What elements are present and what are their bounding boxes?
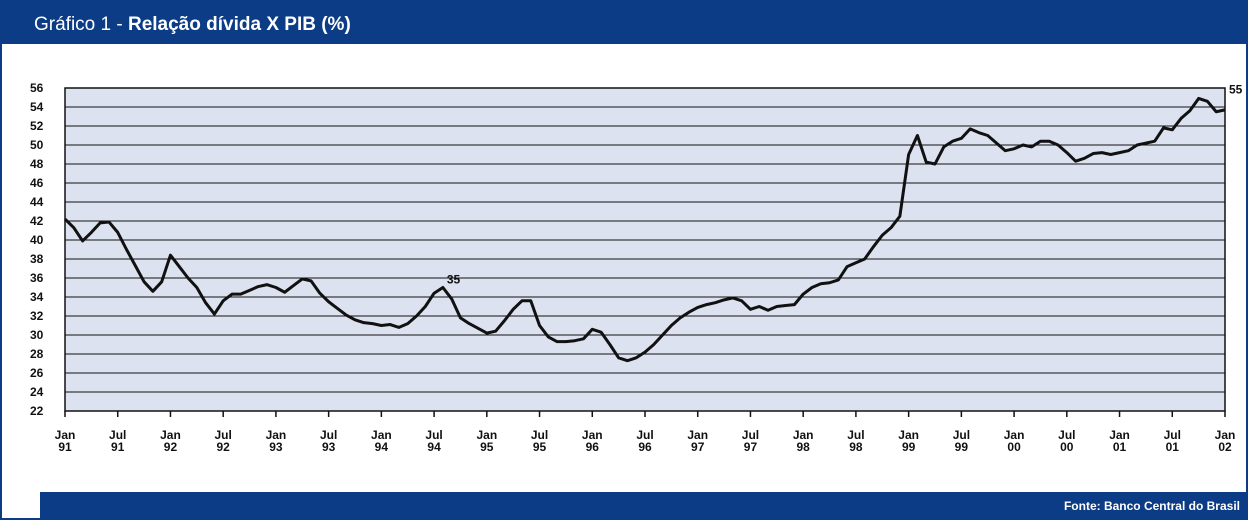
- x-tick-label: 91: [58, 440, 72, 454]
- x-tick-label: Jan: [1215, 428, 1236, 442]
- y-tick-label: 40: [30, 233, 44, 247]
- x-tick-label: Jan: [476, 428, 497, 442]
- x-tick-label: Jul: [425, 428, 442, 442]
- x-tick-label: Jul: [109, 428, 126, 442]
- x-tick-label: 94: [427, 440, 441, 454]
- x-tick-label: Jan: [793, 428, 814, 442]
- source-note: Fonte: Banco Central do Brasil: [1064, 499, 1240, 513]
- x-tick-label: 01: [1166, 440, 1180, 454]
- x-tick-label: Jan: [55, 428, 76, 442]
- title-main: Relação dívida X PIB (%): [128, 14, 351, 35]
- y-tick-label: 46: [30, 176, 44, 190]
- y-tick-label: 56: [30, 81, 44, 95]
- x-tick-label: Jul: [320, 428, 337, 442]
- x-tick-label: 93: [322, 440, 336, 454]
- y-tick-label: 22: [30, 404, 44, 418]
- x-tick-label: 91: [111, 440, 125, 454]
- x-tick-label: Jan: [160, 428, 181, 442]
- x-tick-label: Jul: [636, 428, 653, 442]
- x-tick-label: 98: [797, 440, 811, 454]
- x-tick-label: 99: [902, 440, 916, 454]
- x-tick-label: Jan: [898, 428, 919, 442]
- y-tick-label: 52: [30, 119, 44, 133]
- x-tick-label: 94: [375, 440, 389, 454]
- x-tick-label: 93: [269, 440, 283, 454]
- x-tick-label: Jul: [742, 428, 759, 442]
- data-label: 55: [1229, 83, 1243, 97]
- y-tick-label: 30: [30, 328, 44, 342]
- x-tick-label: Jul: [1164, 428, 1181, 442]
- y-tick-label: 38: [30, 252, 44, 266]
- data-line: [63, 96, 1226, 363]
- x-tick-label: Jan: [687, 428, 708, 442]
- x-tick-label: 97: [744, 440, 758, 454]
- y-tick-label: 28: [30, 347, 44, 361]
- x-tick-label: 00: [1007, 440, 1021, 454]
- x-tick-label: Jul: [847, 428, 864, 442]
- x-tick-label: 95: [533, 440, 547, 454]
- x-tick-label: 92: [164, 440, 178, 454]
- x-tick-label: Jan: [582, 428, 603, 442]
- x-tick-label: 96: [586, 440, 600, 454]
- x-tick-label: 96: [638, 440, 652, 454]
- x-tick-label: 97: [691, 440, 705, 454]
- x-tick-label: 02: [1218, 440, 1232, 454]
- x-tick-label: Jan: [1004, 428, 1025, 442]
- y-tick-label: 48: [30, 157, 44, 171]
- x-tick-label: 95: [480, 440, 494, 454]
- x-tick-label: 00: [1060, 440, 1074, 454]
- x-tick-label: Jul: [531, 428, 548, 442]
- y-tick-label: 24: [30, 385, 44, 399]
- plot-area: [65, 88, 1225, 411]
- x-tick-label: 98: [849, 440, 863, 454]
- x-tick-label: Jul: [1058, 428, 1075, 442]
- y-tick-label: 26: [30, 366, 44, 380]
- data-label: 35: [447, 273, 461, 287]
- x-tick-label: 99: [955, 440, 969, 454]
- y-tick-label: 42: [30, 214, 44, 228]
- x-tick-label: Jan: [371, 428, 392, 442]
- x-tick-label: Jan: [1109, 428, 1130, 442]
- x-tick-label: 01: [1113, 440, 1127, 454]
- footer-bar: [40, 492, 1248, 520]
- title-prefix: Gráfico 1 -: [34, 14, 123, 35]
- y-tick-label: 32: [30, 309, 44, 323]
- chart-title: Gráfico 1 - Relação dívida X PIB (%): [34, 14, 351, 35]
- x-tick-label: Jan: [266, 428, 287, 442]
- x-tick-label: Jul: [953, 428, 970, 442]
- x-tick-label: Jul: [215, 428, 232, 442]
- y-tick-label: 44: [30, 195, 44, 209]
- header-bar: [0, 0, 1248, 44]
- y-tick-label: 34: [30, 290, 44, 304]
- x-tick-label: 92: [217, 440, 231, 454]
- y-tick-label: 54: [30, 100, 44, 114]
- y-tick-label: 36: [30, 271, 44, 285]
- y-tick-label: 50: [30, 138, 44, 152]
